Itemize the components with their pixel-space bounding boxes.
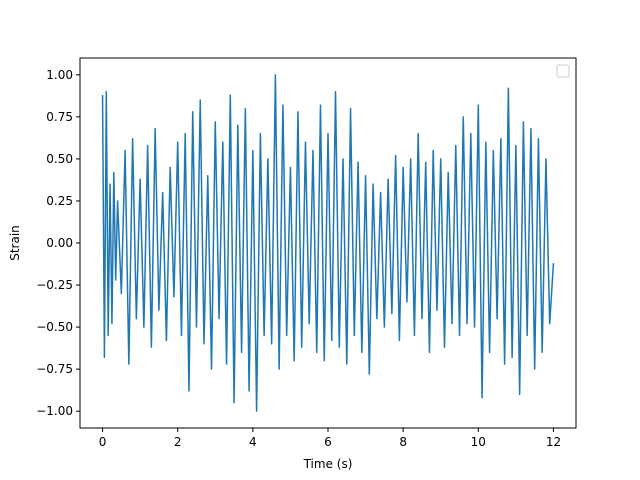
x-tick-label: 0 — [99, 435, 107, 449]
series-layer — [101, 74, 555, 412]
y-tick-label: 0.00 — [46, 236, 73, 250]
y-tick-label: 0.50 — [46, 152, 73, 166]
axes-frame — [79, 57, 577, 429]
y-axis-ticks: −1.00 −0.75 −0.50 −0.25 0.00 0.25 0.50 0.75 1.00 — [36, 68, 80, 418]
series-line-0 — [101, 74, 555, 412]
y-tick-label: −0.50 — [36, 320, 73, 334]
y-axis-label: Strain — [8, 225, 22, 261]
y-tick-label: −0.25 — [36, 278, 73, 292]
y-tick-label: 1.00 — [46, 68, 73, 82]
y-tick-label: 0.25 — [46, 194, 73, 208]
x-tick-label: 8 — [399, 435, 407, 449]
x-tick-label: 6 — [324, 435, 332, 449]
y-tick-label: −0.75 — [36, 362, 73, 376]
x-axis-ticks: 0 2 4 6 8 10 12 — [99, 428, 561, 449]
x-tick-label: 10 — [471, 435, 486, 449]
x-tick-label: 4 — [249, 435, 257, 449]
x-tick-label: 12 — [546, 435, 561, 449]
y-tick-label: 0.75 — [46, 110, 73, 124]
y-tick-label: −1.00 — [36, 404, 73, 418]
legend-box — [556, 64, 570, 78]
x-axis-label: Time (s) — [303, 457, 353, 471]
x-tick-label: 2 — [174, 435, 182, 449]
